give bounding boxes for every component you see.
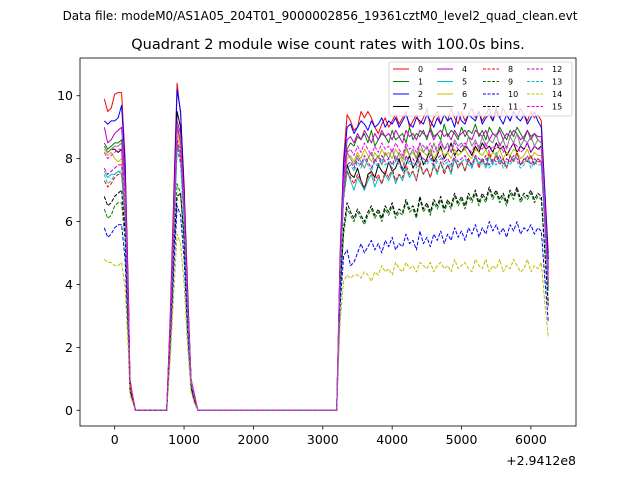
series-line-6 bbox=[103, 133, 549, 411]
axes: 0 1000 2000 3000 4000 5000 60000246810+2.9412e… bbox=[57, 57, 577, 468]
legend-label-11: 11 bbox=[508, 103, 518, 112]
y-tick-label: 0 bbox=[65, 403, 73, 418]
legend-label-6: 6 bbox=[462, 90, 467, 99]
legend-label-12: 12 bbox=[552, 65, 562, 74]
series-line-13 bbox=[103, 148, 549, 411]
legend-label-15: 15 bbox=[552, 103, 562, 112]
y-tick-label: 10 bbox=[57, 88, 73, 103]
legend-label-7: 7 bbox=[462, 103, 467, 112]
legend-label-14: 14 bbox=[552, 90, 562, 99]
series-line-3 bbox=[103, 111, 549, 411]
y-tick-label: 6 bbox=[65, 214, 73, 229]
legend-label-4: 4 bbox=[462, 65, 467, 74]
legend-box bbox=[388, 61, 573, 117]
legend-label-5: 5 bbox=[462, 78, 467, 87]
chart-title: Quadrant 2 module wise count rates with … bbox=[131, 37, 525, 53]
series-line-4 bbox=[103, 120, 549, 411]
series-line-11 bbox=[103, 186, 549, 411]
legend-label-10: 10 bbox=[508, 90, 518, 99]
x-tick-label: 2000 bbox=[238, 432, 270, 447]
series-line-7 bbox=[103, 123, 549, 411]
legend-label-8: 8 bbox=[508, 65, 513, 74]
legend-label-3: 3 bbox=[418, 103, 423, 112]
x-tick-label: 5000 bbox=[446, 432, 478, 447]
legend-label-1: 1 bbox=[418, 78, 423, 87]
legend-label-0: 0 bbox=[418, 65, 423, 74]
series-line-15 bbox=[103, 126, 549, 411]
x-tick-label: 4000 bbox=[376, 432, 408, 447]
y-tick-label: 2 bbox=[65, 340, 73, 355]
legend-label-13: 13 bbox=[552, 78, 562, 87]
axes-frame bbox=[79, 57, 577, 427]
series-line-1 bbox=[103, 123, 549, 411]
x-tick-label: 1000 bbox=[168, 432, 200, 447]
legend-label-9: 9 bbox=[508, 78, 513, 87]
x-offset-label: +2.9412e8 bbox=[506, 453, 576, 468]
x-tick-label: 6000 bbox=[515, 432, 547, 447]
plot-area bbox=[103, 82, 549, 411]
x-tick-label: 0 bbox=[111, 432, 119, 447]
legend-label-2: 2 bbox=[418, 90, 423, 99]
figure-suptitle: Data file: modeM0/AS1A05_204T01_90000028… bbox=[63, 9, 578, 23]
series-line-14 bbox=[103, 233, 549, 411]
y-tick-label: 4 bbox=[65, 277, 73, 292]
x-tick-label: 3000 bbox=[307, 432, 339, 447]
y-tick-label: 8 bbox=[65, 151, 73, 166]
